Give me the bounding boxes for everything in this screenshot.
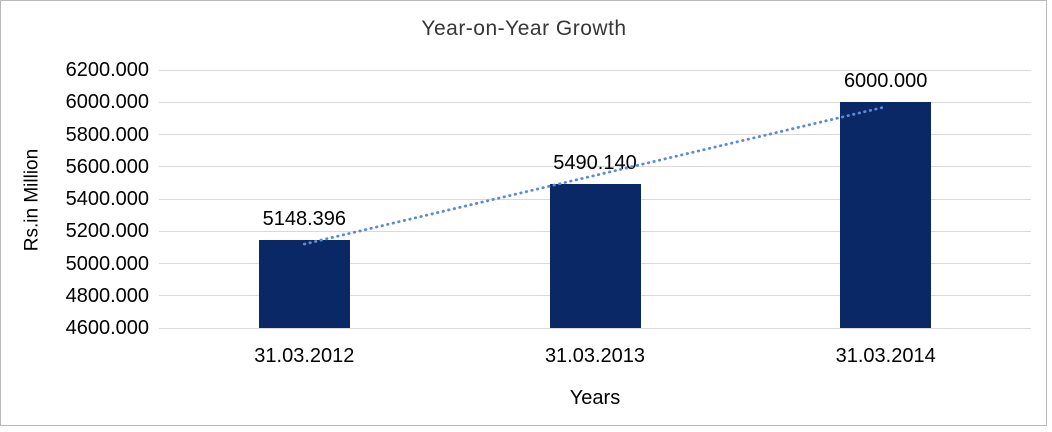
chart-title: Year-on-Year Growth (421, 17, 627, 40)
y-axis-tick-label: 4800.000 (65, 284, 149, 307)
x-axis-title: Years (569, 387, 621, 409)
bar (549, 184, 641, 328)
bar (258, 239, 350, 328)
bar-data-label: 5490.140 (553, 152, 637, 175)
x-axis-category-label: 31.03.2014 (835, 345, 936, 367)
gridline (159, 69, 1031, 71)
gridline (159, 101, 1031, 103)
x-axis-category-label: 31.03.2013 (544, 345, 646, 367)
gridline (159, 327, 1031, 329)
y-axis-tick-label: 5600.000 (65, 155, 149, 178)
y-axis-tick-label: 5000.000 (65, 252, 149, 275)
y-axis-tick-label: 6200.000 (65, 59, 149, 81)
x-axis-category-label: 31.03.2012 (254, 345, 355, 367)
bar-data-label: 5148.396 (262, 207, 347, 230)
y-axis-tick-label: 6000.000 (65, 91, 149, 114)
bar (840, 102, 932, 328)
y-axis-tick-label: 4600.000 (65, 317, 149, 339)
y-axis-tick-label: 5400.000 (65, 188, 149, 210)
y-axis-tick-label: 5200.000 (65, 220, 149, 243)
y-axis-tick-label: 5800.000 (65, 123, 149, 146)
bar-data-label: 6000.000 (843, 70, 928, 93)
